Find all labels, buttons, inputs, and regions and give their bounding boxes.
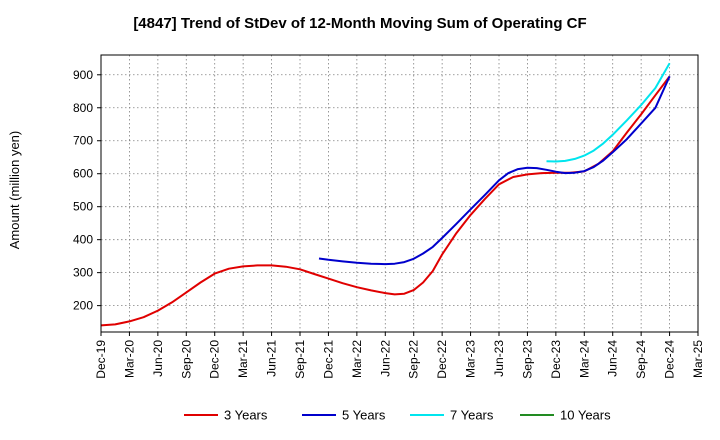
x-tick-label: Jun-24: [606, 340, 620, 377]
y-tick-label: 400: [73, 233, 93, 247]
series-line-7-years: [546, 62, 671, 163]
series-line-5-years: [318, 75, 671, 266]
legend: 3 Years 5 Years 7 Years 10 Years: [184, 408, 611, 423]
x-tick-label: Sep-20: [179, 340, 193, 379]
y-tick-labels: 200 300 400 500 600 700 800 900: [73, 68, 101, 313]
legend-label: 5 Years: [342, 408, 386, 423]
x-tick-label: Jun-23: [492, 340, 506, 377]
y-tick-label: 300: [73, 266, 93, 280]
x-tick-label: Mar-24: [577, 340, 591, 378]
y-tick-label: 700: [73, 134, 93, 148]
y-axis-label: Amount (million yen): [7, 131, 22, 250]
x-tick-label: Dec-23: [549, 340, 563, 379]
x-tick-label: Dec-22: [435, 340, 449, 379]
x-tick-label: Mar-20: [122, 340, 136, 378]
x-tick-label: Dec-20: [208, 340, 222, 379]
x-tick-label: Sep-23: [520, 340, 534, 379]
x-tick-label: Dec-24: [663, 340, 677, 379]
legend-label: 10 Years: [560, 408, 611, 423]
x-tick-label: Mar-25: [691, 340, 705, 378]
series-lines: [100, 62, 671, 327]
x-tick-label: Sep-24: [634, 340, 648, 379]
y-tick-label: 900: [73, 68, 93, 82]
grid: [100, 55, 699, 332]
y-tick-label: 600: [73, 167, 93, 181]
x-tick-label: Jun-22: [378, 340, 392, 377]
x-tick-label: Mar-23: [464, 340, 478, 378]
x-tick-label: Dec-21: [321, 340, 335, 379]
x-tick-label: Jun-21: [265, 340, 279, 377]
x-tick-label: Mar-22: [350, 340, 364, 378]
legend-label: 7 Years: [450, 408, 494, 423]
y-tick-label: 200: [73, 299, 93, 313]
x-tick-label: Sep-21: [293, 340, 307, 379]
x-tick-labels: Dec-19 Mar-20 Jun-20 Sep-20 Dec-20 Mar-21 Jun-…: [94, 332, 705, 379]
legend-label: 3 Years: [224, 408, 268, 423]
x-tick-label: Mar-21: [236, 340, 250, 378]
x-tick-label: Jun-20: [151, 340, 165, 377]
chart-title: [4847] Trend of StDev of 12-Month Moving…: [133, 15, 586, 32]
y-tick-label: 500: [73, 200, 93, 214]
x-tick-label: Dec-19: [94, 340, 108, 379]
x-tick-label: Sep-22: [407, 340, 421, 379]
plot-frame: [100, 54, 699, 333]
y-tick-label: 800: [73, 101, 93, 115]
